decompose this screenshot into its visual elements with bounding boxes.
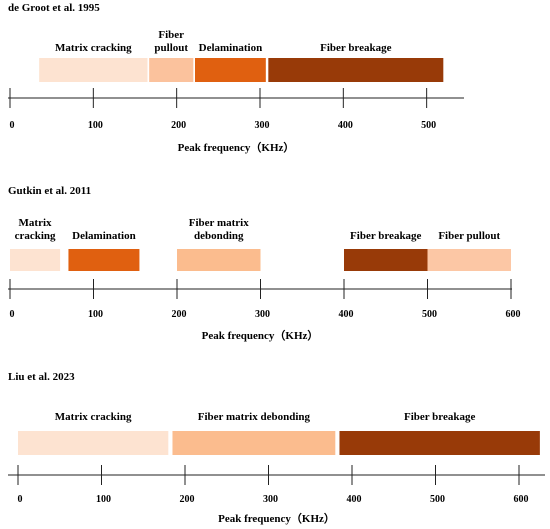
x-axis-label: Peak frequency（KHz）: [202, 329, 319, 342]
chart-title: de Groot et al. 1995: [8, 2, 100, 14]
x-tick-label: 500: [422, 309, 437, 320]
x-tick-label: 600: [506, 309, 521, 320]
x-tick-label: 0: [18, 494, 23, 505]
x-tick-label: 100: [88, 120, 103, 131]
x-tick-label: 0: [10, 120, 15, 131]
band-bar-fiber-breakage: [339, 431, 539, 455]
band-label-delamination: Delamination: [72, 230, 136, 242]
chart-title: Gutkin et al. 2011: [8, 185, 91, 197]
band-label-fiber-breakage: Fiber breakage: [404, 411, 476, 423]
band-bar-delamination: [195, 58, 266, 82]
band-bar-fiber-pullout: [428, 249, 512, 271]
band-label-matrix-cracking: Matrix cracking: [55, 42, 132, 54]
band-bar-matrix-cracking: [10, 249, 60, 271]
band-bar-fiber-breakage: [344, 249, 428, 271]
x-tick-label: 400: [339, 309, 354, 320]
chart-panel-1: de Groot et al. 1995 Matrix cracking Fiber…: [8, 2, 464, 154]
band-bar-fiber-pullout: [149, 58, 193, 82]
band-label-fiber-pullout: Fiber pullout: [438, 230, 500, 242]
x-tick-label: 0: [10, 309, 15, 320]
x-tick-label: 300: [255, 309, 270, 320]
band-label-matrix-cracking: Matrix cracking: [55, 411, 132, 423]
band-bar-delamination: [68, 249, 139, 271]
band-label-fiber-matrix-debonding: Fiber matrix debonding: [189, 217, 249, 242]
x-tick-label: 300: [263, 494, 278, 505]
band-label-delamination: Delamination: [199, 42, 263, 54]
band-label-fiber-breakage: Fiber breakage: [320, 42, 392, 54]
band-label-fiber-breakage: Fiber breakage: [350, 230, 422, 242]
x-axis-label: Peak frequency（KHz）: [218, 512, 335, 525]
chart-title: Liu et al. 2023: [8, 371, 75, 383]
x-tick-label: 500: [430, 494, 445, 505]
x-tick-label: 400: [347, 494, 362, 505]
x-tick-label: 400: [338, 120, 353, 131]
band-bar-matrix-cracking: [39, 58, 147, 82]
x-tick-label: 300: [254, 120, 269, 131]
x-tick-label: 200: [172, 309, 187, 320]
chart-panel-2: Gutkin et al. 2011 Matrix cracking Delamina…: [8, 185, 521, 342]
band-label-fiber-pullout: Fiber pullout: [154, 29, 188, 54]
x-tick-label: 600: [514, 494, 529, 505]
x-tick-label: 200: [180, 494, 195, 505]
band-bar-fiber-matrix-debonding: [172, 431, 335, 455]
band-label-matrix-cracking: Matrix cracking: [15, 217, 56, 242]
x-axis-label: Peak frequency（KHz）: [178, 141, 295, 154]
band-bar-fiber-breakage: [268, 58, 443, 82]
x-tick-label: 100: [88, 309, 103, 320]
x-tick-label: 100: [96, 494, 111, 505]
band-label-fiber-matrix-debonding: Fiber matrix debonding: [198, 411, 311, 423]
band-bar-matrix-cracking: [18, 431, 168, 455]
chart-panel-3: Liu et al. 2023 Matrix cracking Fiber matr…: [8, 371, 545, 525]
x-tick-label: 500: [421, 120, 436, 131]
band-bar-fiber-matrix-debonding: [177, 249, 261, 271]
x-tick-label: 200: [171, 120, 186, 131]
